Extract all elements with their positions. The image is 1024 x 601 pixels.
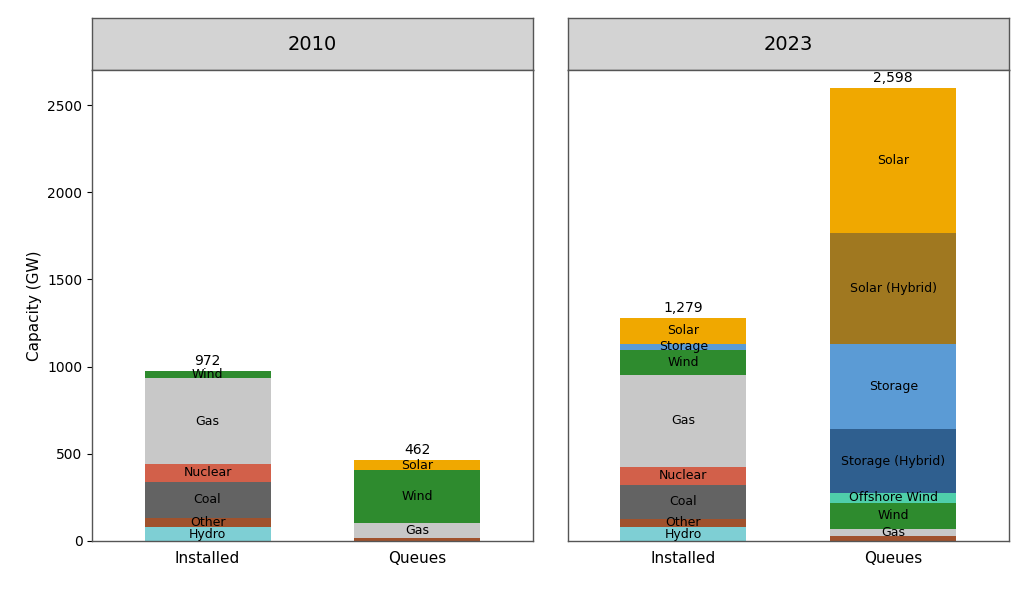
Bar [830, 429, 956, 493]
Text: 2023: 2023 [764, 35, 813, 53]
Text: Other: Other [666, 516, 701, 529]
Text: Solar (Hybrid): Solar (Hybrid) [850, 282, 937, 295]
Bar [144, 379, 270, 464]
Bar [621, 375, 746, 467]
Bar [354, 470, 480, 523]
Bar [830, 233, 956, 344]
Text: 2010: 2010 [288, 35, 337, 53]
Bar [621, 519, 746, 527]
Text: Wind: Wind [191, 368, 223, 382]
Text: Wind: Wind [401, 490, 433, 503]
Bar [621, 467, 746, 484]
Bar [144, 464, 270, 482]
Text: 972: 972 [195, 355, 221, 368]
Bar [621, 350, 746, 375]
Bar [354, 460, 480, 470]
Text: Offshore Wind: Offshore Wind [849, 491, 938, 504]
Text: Coal: Coal [670, 495, 697, 508]
Text: 1,279: 1,279 [664, 301, 703, 315]
Text: Wind: Wind [878, 509, 909, 522]
Y-axis label: Capacity (GW): Capacity (GW) [27, 251, 42, 361]
Bar [830, 502, 956, 529]
Text: Gas: Gas [196, 415, 219, 427]
Text: Solar: Solar [668, 325, 699, 338]
Text: 462: 462 [404, 444, 430, 457]
Bar [621, 527, 746, 541]
Bar [621, 484, 746, 519]
Text: Other: Other [189, 516, 225, 529]
Bar [830, 344, 956, 429]
Bar [354, 523, 480, 538]
Bar [830, 529, 956, 536]
Text: Solar: Solar [878, 154, 909, 167]
Bar [144, 517, 270, 527]
Bar [144, 371, 270, 379]
Text: Gas: Gas [882, 526, 905, 539]
Bar [621, 344, 746, 350]
Bar [144, 482, 270, 517]
Text: Gas: Gas [672, 415, 695, 427]
Text: Nuclear: Nuclear [183, 466, 231, 480]
Text: Hydro: Hydro [189, 528, 226, 541]
Text: Storage: Storage [658, 340, 708, 353]
Bar [830, 88, 956, 233]
Text: Storage (Hybrid): Storage (Hybrid) [841, 455, 945, 468]
Bar [830, 493, 956, 502]
Text: Storage: Storage [868, 380, 918, 393]
Text: Wind: Wind [668, 356, 699, 368]
Text: Gas: Gas [406, 524, 429, 537]
Text: Nuclear: Nuclear [659, 469, 708, 483]
Bar [830, 536, 956, 541]
Text: 2,598: 2,598 [873, 71, 913, 85]
Text: Solar: Solar [401, 459, 433, 472]
Bar [621, 318, 746, 344]
Text: Coal: Coal [194, 493, 221, 507]
Text: Hydro: Hydro [665, 528, 702, 541]
Bar [354, 538, 480, 541]
Bar [144, 527, 270, 541]
